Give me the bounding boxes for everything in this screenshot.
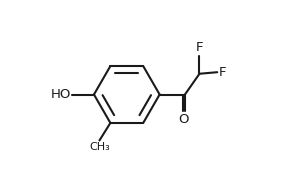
Text: O: O (179, 113, 189, 126)
Text: CH₃: CH₃ (89, 142, 110, 152)
Text: F: F (196, 41, 203, 54)
Text: F: F (219, 66, 226, 79)
Text: HO: HO (51, 88, 71, 101)
